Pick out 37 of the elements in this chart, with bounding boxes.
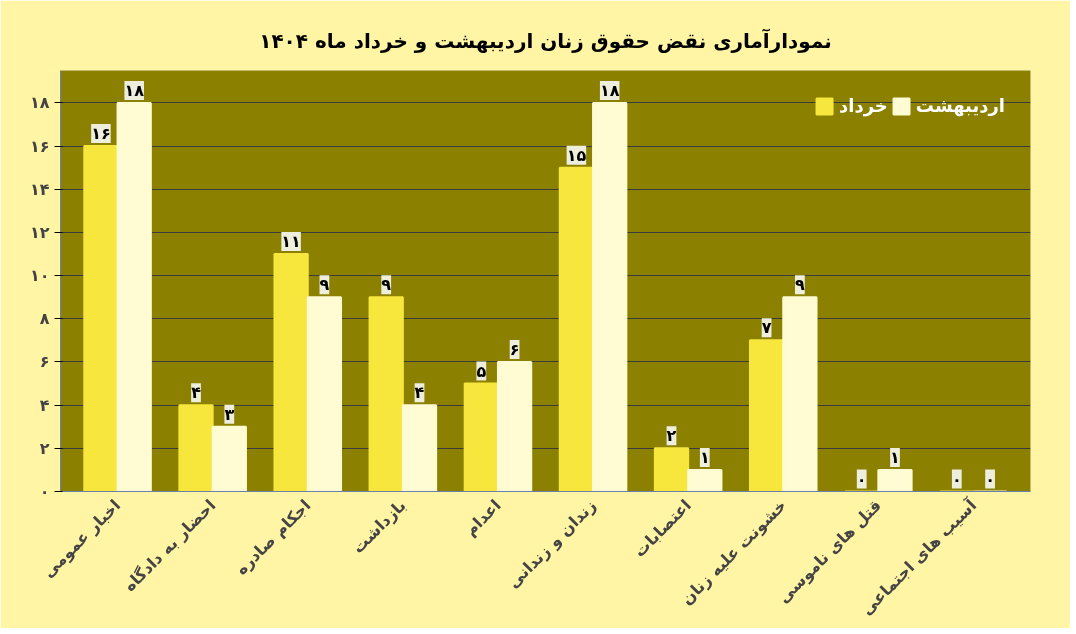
legend-label: اردیبهشت: [915, 95, 1005, 116]
x-tick-label: زندان و زندانی: [503, 495, 600, 592]
data-label: ۰: [985, 469, 995, 489]
data-label: ۵: [476, 361, 487, 381]
y-tick-label: ۸: [39, 309, 50, 329]
y-tick-label: ۴: [39, 395, 50, 415]
data-label: ۰: [856, 469, 867, 489]
legend-label: خرداد: [839, 95, 888, 116]
data-label: ۹: [319, 275, 330, 295]
x-tick-label: اجکام صادره: [231, 495, 315, 579]
y-tick-label: ۶: [39, 352, 50, 372]
x-tick-label: بازداشت: [348, 495, 410, 558]
data-label: ۴: [191, 383, 202, 403]
data-label: ۹: [381, 275, 392, 295]
data-label: ۴: [414, 383, 425, 403]
x-tick-label: اعدام: [460, 495, 505, 540]
data-label: ۷: [761, 318, 772, 338]
y-tick-label: ۲: [39, 438, 50, 458]
data-label: ۱۸: [124, 80, 145, 100]
y-tick-label: ۱۶: [29, 136, 50, 156]
x-tick-label: اعتصابات: [629, 495, 695, 561]
data-label: ۱: [890, 447, 900, 467]
data-label: ۱: [699, 447, 710, 467]
data-label: ۰: [951, 469, 962, 489]
data-label: ۱۵: [566, 145, 587, 165]
data-label: ۱۱: [281, 232, 301, 252]
y-tick-label: ۱۰: [29, 266, 50, 286]
data-label: ۹: [795, 275, 805, 295]
data-label: ۲: [666, 426, 677, 446]
y-tick-label: ۱۸: [29, 93, 50, 113]
data-label: ۱۸: [599, 80, 620, 100]
chart-title: نمودارآماری نقض حقوق زنان اردیبهشت و خرداد ماه ۱۴۰۴: [259, 27, 832, 53]
data-label: ۱۶: [91, 124, 111, 144]
y-tick-label: ۱۴: [29, 179, 50, 199]
y-tick-label: ۱۲: [29, 222, 50, 242]
data-label: ۳: [224, 404, 235, 424]
data-label: ۶: [509, 339, 520, 359]
